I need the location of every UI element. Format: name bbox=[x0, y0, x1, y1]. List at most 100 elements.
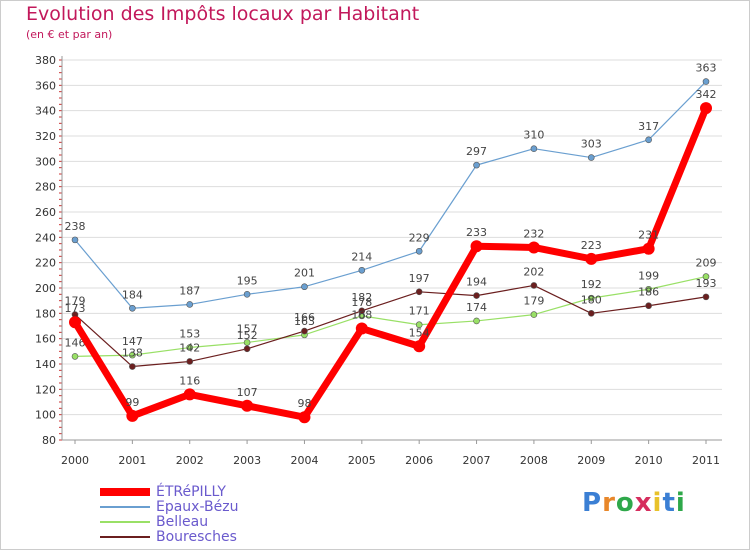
data-label: 214 bbox=[351, 250, 372, 263]
logo-letter: x bbox=[634, 488, 653, 518]
data-label: 197 bbox=[409, 272, 430, 285]
data-point bbox=[645, 285, 652, 293]
data-label: 238 bbox=[65, 220, 86, 233]
data-point bbox=[243, 339, 251, 346]
chart-title: Evolution des Impôts locaux par Habitant bbox=[26, 3, 420, 25]
data-label: 201 bbox=[294, 267, 315, 280]
logo-letter: i bbox=[675, 488, 686, 518]
data-label: 138 bbox=[122, 347, 143, 360]
data-point bbox=[530, 282, 538, 289]
data-point bbox=[186, 301, 194, 308]
data-label: 178 bbox=[351, 296, 372, 309]
y-tick-label: 260 bbox=[35, 206, 56, 219]
x-tick-label: 2011 bbox=[692, 454, 720, 467]
y-tick-label: 80 bbox=[42, 434, 56, 447]
legend-label: Epaux-Bézu bbox=[156, 499, 239, 515]
data-point bbox=[358, 266, 366, 274]
data-label: 199 bbox=[638, 269, 659, 282]
data-label: 168 bbox=[351, 309, 372, 322]
data-label: 310 bbox=[523, 129, 544, 142]
legend-item: ÉTRéPILLY bbox=[100, 484, 320, 500]
y-tick-label: 300 bbox=[35, 155, 56, 168]
data-label: 202 bbox=[523, 265, 544, 278]
data-label: 171 bbox=[409, 305, 430, 318]
legend-label: ÉTRéPILLY bbox=[156, 484, 226, 500]
data-label: 317 bbox=[638, 120, 659, 133]
data-label: 98 bbox=[297, 397, 311, 410]
data-point bbox=[587, 154, 595, 161]
x-tick-label: 2001 bbox=[118, 454, 146, 467]
data-label: 182 bbox=[351, 291, 372, 304]
logo-letter: r bbox=[602, 488, 616, 518]
data-label: 186 bbox=[638, 286, 659, 299]
data-point bbox=[645, 302, 652, 310]
data-label: 163 bbox=[294, 315, 315, 328]
y-tick-label: 280 bbox=[35, 181, 56, 194]
data-point bbox=[71, 353, 79, 360]
series-line-3 bbox=[74, 284, 707, 368]
data-label: 147 bbox=[122, 335, 143, 348]
data-label: 116 bbox=[179, 374, 200, 387]
y-tick-label: 180 bbox=[35, 307, 56, 320]
data-label: 174 bbox=[466, 301, 487, 314]
y-tick-label: 380 bbox=[35, 54, 56, 67]
data-label: 194 bbox=[466, 276, 487, 289]
x-tick-label: 2008 bbox=[520, 454, 548, 467]
legend-label: Bouresches bbox=[156, 529, 237, 545]
data-point bbox=[642, 242, 655, 255]
data-point bbox=[243, 345, 251, 353]
y-tick-label: 140 bbox=[35, 358, 56, 371]
data-point bbox=[355, 322, 368, 335]
data-point bbox=[473, 317, 480, 325]
data-point bbox=[530, 145, 538, 152]
legend-item: Belleau bbox=[100, 514, 320, 530]
data-point bbox=[301, 327, 308, 335]
logo-letter: t bbox=[662, 488, 676, 518]
data-label: 223 bbox=[581, 239, 602, 252]
data-point bbox=[415, 288, 423, 296]
series-line-1 bbox=[74, 81, 707, 309]
data-point bbox=[587, 310, 595, 317]
data-label: 142 bbox=[179, 341, 200, 354]
x-tick-label: 2009 bbox=[577, 454, 605, 467]
data-point bbox=[301, 283, 308, 291]
data-label: 152 bbox=[237, 329, 258, 342]
proxiti-logo: Proxiti bbox=[582, 488, 686, 518]
data-label: 232 bbox=[523, 227, 544, 240]
data-label: 179 bbox=[65, 295, 86, 308]
data-point bbox=[470, 240, 483, 253]
data-label: 233 bbox=[466, 226, 487, 239]
data-point bbox=[413, 340, 426, 353]
data-label: 363 bbox=[696, 62, 717, 75]
data-point bbox=[129, 363, 136, 370]
x-tick-label: 2005 bbox=[348, 454, 376, 467]
data-label: 99 bbox=[125, 396, 139, 409]
data-label: 229 bbox=[409, 231, 430, 244]
y-tick-label: 240 bbox=[35, 231, 56, 244]
data-point bbox=[530, 311, 538, 318]
data-label: 153 bbox=[179, 328, 200, 341]
data-point bbox=[186, 358, 194, 365]
data-label: 179 bbox=[523, 295, 544, 308]
data-point bbox=[415, 247, 423, 255]
data-point bbox=[585, 252, 598, 265]
data-point bbox=[126, 409, 139, 422]
data-point bbox=[129, 351, 136, 359]
x-tick-label: 2003 bbox=[233, 454, 261, 467]
data-label: 193 bbox=[696, 277, 717, 290]
data-label: 107 bbox=[237, 386, 258, 399]
y-tick-label: 120 bbox=[35, 383, 56, 396]
y-tick-label: 160 bbox=[35, 333, 56, 346]
data-point bbox=[183, 388, 196, 401]
data-label: 184 bbox=[122, 288, 143, 301]
legend-item: Epaux-Bézu bbox=[100, 499, 320, 515]
data-label: 303 bbox=[581, 138, 602, 151]
x-tick-label: 2004 bbox=[290, 454, 318, 467]
data-label: 192 bbox=[581, 278, 602, 291]
x-tick-label: 2010 bbox=[635, 454, 663, 467]
data-label: 195 bbox=[237, 274, 258, 287]
data-label: 231 bbox=[638, 229, 659, 242]
data-point bbox=[129, 304, 136, 312]
